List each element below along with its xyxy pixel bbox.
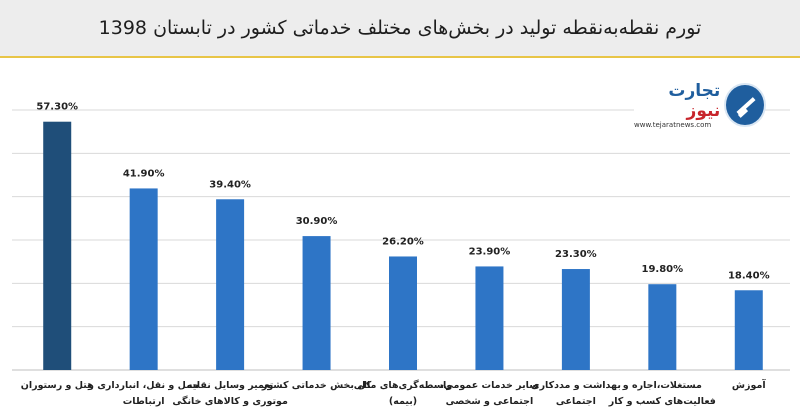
data-label: 41.90% [123, 168, 165, 179]
bar [43, 121, 72, 370]
category-label: فعالیت‌های کسب و کار [608, 396, 716, 407]
data-label: 26.20% [382, 236, 424, 247]
category-label: ارتباطات [123, 396, 165, 407]
bar [475, 266, 504, 370]
logo-name: تجارت نیوز [634, 81, 720, 121]
data-label: 39.40% [209, 179, 251, 190]
bar [302, 236, 331, 370]
bar [561, 269, 590, 370]
title-bar: تورم نقطه‌به‌نقطه تولید در بخش‌های مختلف… [0, 0, 800, 58]
category-label: هتل و رستوران [21, 380, 94, 391]
logo-name-part2: نیوز [686, 101, 721, 121]
data-label: 23.30% [555, 249, 597, 260]
logo-name-part1: تجارت [668, 81, 721, 101]
category-label: بهداشت و مددکاری [531, 380, 621, 391]
tejaratnews-logo-icon [726, 85, 764, 125]
bar [648, 284, 677, 370]
bar-chart: 57.30% هتل و رستوران 41.90% حمل و نقل، انبا… [12, 102, 790, 407]
category-label: حمل و نقل، انبارداری و [87, 380, 199, 391]
data-label: 57.30% [36, 102, 78, 113]
logo-text: تجارت نیوز www.tejaratnews.com [634, 81, 720, 129]
bar [216, 199, 245, 370]
brand-logo: تجارت نیوز www.tejaratnews.com [634, 80, 764, 130]
category-label: آموزش [732, 378, 766, 391]
bar [734, 290, 763, 370]
category-label: تعمیر وسایل نقلیه [187, 380, 273, 391]
category-label: کل بخش خدماتی کشور [261, 380, 372, 391]
category-label: مستغلات،اجاره و [622, 380, 702, 391]
data-label: 30.90% [296, 216, 338, 227]
category-label: اجتماعی و شخصی [446, 396, 534, 407]
category-label: سایر خدمات عمومی، [440, 380, 538, 391]
data-label: 23.90% [469, 246, 511, 257]
chart-title: تورم نقطه‌به‌نقطه تولید در بخش‌های مختلف… [98, 17, 702, 39]
category-label: واسطه‌گری‌های مالی [354, 379, 453, 391]
logo-url: www.tejaratnews.com [634, 121, 712, 129]
category-label: موتوری و کالاهای خانگی [172, 395, 288, 407]
data-label: 18.40% [728, 270, 770, 281]
bar [389, 256, 417, 370]
bar [129, 188, 158, 370]
data-label: 19.80% [642, 264, 684, 275]
category-label: اجتماعی [556, 396, 596, 407]
category-label: (بیمه) [389, 396, 417, 407]
